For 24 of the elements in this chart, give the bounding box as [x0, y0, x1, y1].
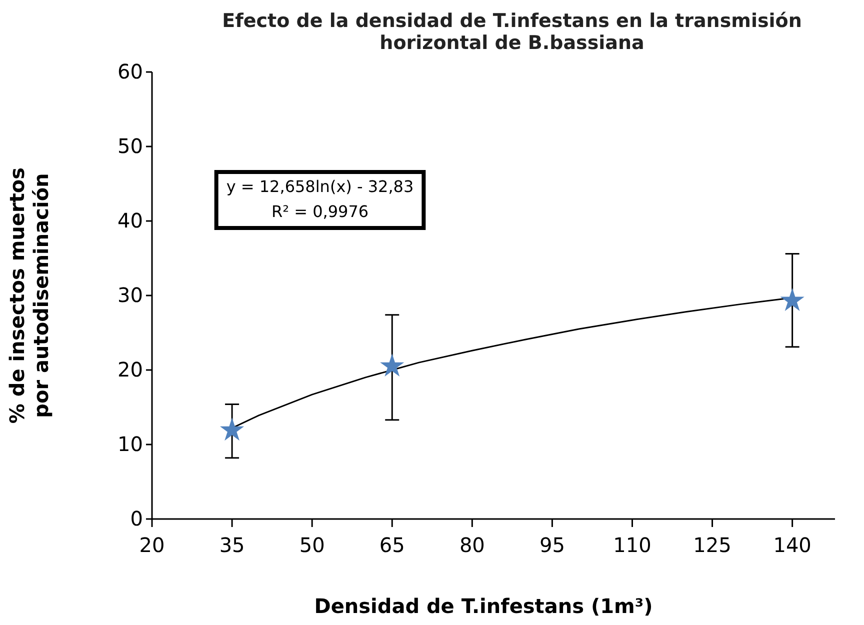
x-tick-label: 95 [539, 533, 565, 557]
x-tick-label: 140 [773, 533, 812, 557]
x-tick-label: 125 [693, 533, 732, 557]
y-tick-label: 50 [118, 134, 143, 158]
annotation: R² = 0,9976 [271, 202, 369, 221]
x-tick-label: 20 [139, 533, 165, 557]
x-axis-title: Densidad de T.infestans (1m³) [314, 594, 653, 618]
chart-title: Efecto de la densidad de T.infestans en la transmisión horizontal de B.bassiana [222, 10, 802, 54]
y-tick-label: 20 [118, 357, 143, 382]
point [220, 418, 244, 441]
point [380, 354, 404, 377]
y-tick-label: 30 [118, 282, 143, 307]
x-tick-label: 50 [299, 533, 325, 557]
x-tick-label: 80 [459, 533, 485, 557]
y-tick-label: 40 [118, 208, 143, 232]
y-tick-label: 60 [118, 59, 143, 84]
point [780, 288, 804, 311]
y-tick-label: 10 [118, 432, 143, 456]
x-tick-label: 110 [613, 533, 652, 557]
x-tick-label: 65 [379, 533, 405, 557]
annotation: y = 12,658ln(x) - 32,83 [226, 177, 414, 196]
y-tick-label: 0 [130, 506, 143, 530]
y-axis-title: % de insectos muertos por autodiseminación [5, 167, 53, 424]
x-tick-label: 35 [219, 533, 245, 557]
